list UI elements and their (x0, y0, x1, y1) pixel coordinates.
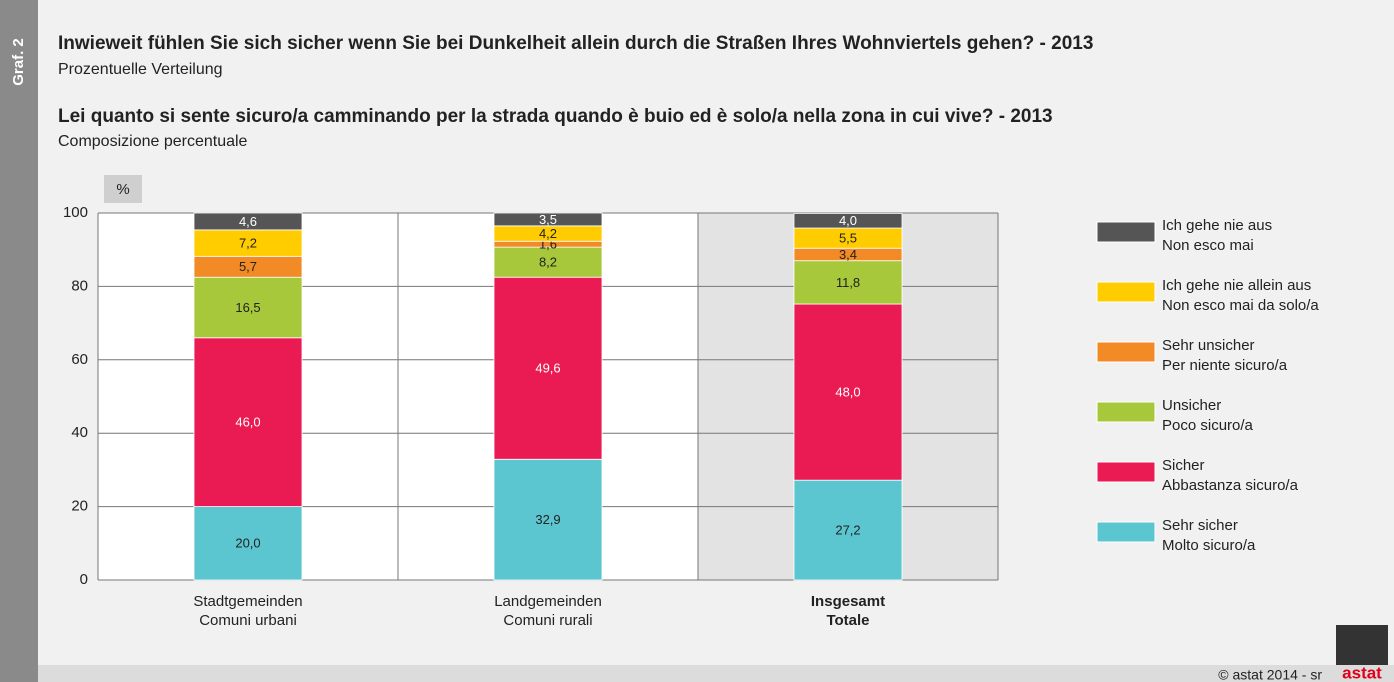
bar-segment (493, 276, 603, 460)
logo-map (1336, 625, 1388, 665)
y-tick-label: 60 (71, 351, 88, 368)
y-tick-label: 80 (71, 277, 88, 294)
bar-segment (493, 458, 603, 581)
x-tick-label: Comuni urbani (199, 612, 297, 629)
unit-box (104, 175, 142, 203)
value-label: 8,2 (539, 255, 557, 270)
value-label: 20,0 (235, 536, 260, 551)
bar-segment (193, 276, 303, 339)
side-label: Graf. 2 (10, 38, 27, 86)
bar-segment (193, 337, 303, 508)
bar-segment (793, 260, 903, 305)
bar-segment (793, 479, 903, 581)
value-label: 5,5 (839, 231, 857, 246)
legend-label: Ich gehe nie allein aus (1162, 277, 1311, 294)
value-label: 27,2 (835, 523, 860, 538)
legend-label: Sehr unsicher (1162, 337, 1255, 354)
bar-segment (493, 212, 603, 227)
value-label: 5,7 (239, 259, 257, 274)
legend-swatch (1096, 461, 1156, 483)
value-label: 4,2 (539, 226, 557, 241)
x-tick-label: Insgesamt (811, 593, 885, 610)
value-label: 4,0 (839, 213, 857, 228)
bar-segment (193, 506, 303, 581)
value-label: 4,6 (239, 214, 257, 229)
bar-segment (793, 303, 903, 481)
legend-swatch (1096, 521, 1156, 543)
footer: © astat 2014 - sr (1218, 667, 1322, 682)
legend-swatch (1096, 281, 1156, 303)
value-label: 7,2 (239, 236, 257, 251)
side-strip (0, 0, 38, 682)
legend-label: Poco sicuro/a (1162, 417, 1254, 434)
x-tick-label: Comuni rurali (503, 612, 592, 629)
legend-label: Non esco mai (1162, 237, 1254, 254)
y-tick-label: 100 (63, 204, 88, 221)
legend-swatch (1096, 341, 1156, 363)
legend-label: Ich gehe nie aus (1162, 217, 1272, 234)
value-label: 46,0 (235, 415, 260, 430)
legend-label: Abbastanza sicuro/a (1162, 477, 1299, 494)
footer-band (38, 665, 1394, 682)
bar-segment (493, 246, 603, 278)
legend-label: Sehr sicher (1162, 517, 1238, 534)
x-tick-label: Landgemeinden (494, 593, 602, 610)
legend-label: Per niente sicuro/a (1162, 357, 1288, 374)
value-label: 48,0 (835, 385, 860, 400)
legend-swatch (1096, 221, 1156, 243)
value-label: 49,6 (535, 361, 560, 376)
x-tick-label: Totale (826, 612, 869, 629)
bar-segment (193, 229, 303, 257)
y-tick-label: 20 (71, 498, 88, 515)
title: Inwieweit fühlen Sie sich sicher wenn Si… (58, 33, 1093, 54)
value-label: 3,5 (539, 212, 557, 227)
bar-segment (193, 212, 303, 231)
y-unit: % (116, 181, 129, 198)
value-label: 32,9 (535, 512, 560, 527)
subtitle-it: Composizione percentuale (58, 133, 248, 150)
subtitle: Prozentuelle Verteilung (58, 61, 223, 78)
x-tick-label: Stadtgemeinden (193, 593, 302, 610)
title-it: Lei quanto si sente sicuro/a camminando … (58, 106, 1053, 127)
legend-swatch (1096, 401, 1156, 423)
legend-label: Sicher (1162, 457, 1205, 474)
legend-label: Molto sicuro/a (1162, 537, 1256, 554)
legend-label: Non esco mai da solo/a (1162, 297, 1319, 314)
legend-label: Unsicher (1162, 397, 1221, 414)
logo: astat (1342, 663, 1382, 682)
value-label: 3,4 (839, 247, 857, 262)
y-tick-label: 40 (71, 424, 88, 441)
value-label: 11,8 (836, 275, 860, 290)
y-tick-label: 0 (80, 571, 88, 588)
value-label: 16,5 (235, 300, 260, 315)
bar-segment (793, 212, 903, 229)
